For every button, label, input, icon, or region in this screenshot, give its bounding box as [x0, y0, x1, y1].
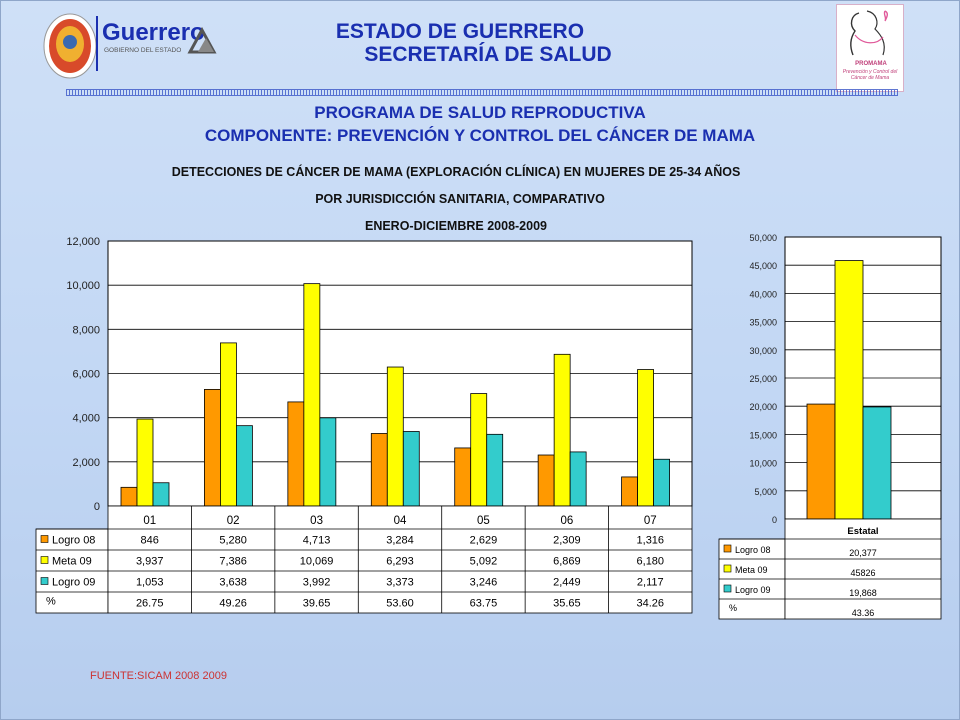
data-label: 3,992 [303, 577, 331, 589]
data-label: 19,868 [849, 588, 877, 598]
category-label: 07 [644, 515, 657, 527]
component-title: COMPONENTE: PREVENCIÓN Y CONTROL DEL CÁN… [204, 126, 756, 145]
y-tick-label: 8,000 [72, 324, 100, 336]
data-label: 2,449 [553, 577, 581, 589]
bar [806, 403, 836, 520]
legend-label: Logro 09 [52, 577, 95, 589]
category-label: 05 [477, 515, 490, 527]
guerrero-logo-tagline: GOBIERNO DEL ESTADO [104, 47, 181, 54]
y-tick-label: 12,000 [66, 236, 100, 248]
category-label: 01 [143, 515, 156, 527]
legend-swatch [40, 535, 49, 543]
percent-label: 53.60 [386, 598, 414, 610]
ministry-title: SECRETARÍA DE SALUD [364, 43, 612, 66]
percent-label: 26.75 [136, 598, 164, 610]
percent-label: 34.26 [637, 598, 665, 610]
category-label: 02 [227, 515, 240, 527]
data-label: 846 [141, 535, 159, 547]
y-tick-label: 0 [94, 501, 100, 513]
legend-swatch [723, 584, 732, 593]
percent-row-label: % [729, 603, 737, 613]
data-label: 6,869 [553, 556, 581, 568]
state-title: ESTADO DE GUERRERO [335, 20, 585, 43]
data-label: 20,377 [849, 548, 877, 558]
chart-subtitle-2: POR JURISDICCIÓN SANITARIA, COMPARATIVO [315, 192, 605, 206]
promama-logo: PROMAMA Prevención y Control del Cáncer … [836, 4, 904, 92]
legend-swatch [723, 564, 732, 573]
category-label: 06 [560, 515, 573, 527]
data-label: 3,937 [136, 556, 164, 568]
data-label: 6,293 [386, 556, 414, 568]
category-label: 03 [310, 515, 323, 527]
data-label: 2,309 [553, 535, 581, 547]
legend-label: Meta 09 [52, 556, 92, 568]
data-label: 3,638 [219, 577, 247, 589]
y-tick-label: 0 [772, 515, 777, 525]
y-tick-label: 40,000 [749, 289, 777, 299]
y-tick-label: 30,000 [749, 346, 777, 356]
guerrero-logo: Guerrero GOBIERNO DEL ESTADO [43, 13, 217, 79]
category-label: Estatal [847, 526, 878, 537]
y-tick-label: 10,000 [66, 280, 100, 292]
chart-subtitle-3: ENERO-DICIEMBRE 2008-2009 [364, 219, 547, 233]
table-values-area [784, 518, 942, 620]
y-tick-label: 50,000 [749, 233, 777, 243]
data-label: 1,053 [136, 577, 164, 589]
data-label: 6,180 [637, 556, 665, 568]
data-label: 10,069 [300, 556, 334, 568]
percent-row-label: % [46, 596, 56, 608]
percent-label: 63.75 [470, 598, 498, 610]
woman-silhouette-icon [850, 10, 888, 56]
y-tick-label: 4,000 [72, 413, 100, 425]
legend-swatch [40, 577, 49, 585]
y-tick-label: 35,000 [749, 318, 777, 328]
table-values-area [107, 505, 693, 614]
data-label: 45826 [850, 568, 875, 578]
data-label: 2,117 [637, 577, 664, 589]
data-label: 5,280 [219, 535, 247, 547]
chart-subtitle-1: DETECCIONES DE CÁNCER DE MAMA (EXPLORACI… [171, 165, 741, 179]
percent-label: 35.65 [553, 598, 581, 610]
y-tick-label: 6,000 [72, 369, 100, 381]
header-divider [66, 89, 898, 96]
percent-label: 49.26 [219, 598, 247, 610]
legend-label: Logro 08 [52, 535, 95, 547]
promama-name: PROMAMA [855, 61, 887, 67]
y-tick-label: 5,000 [754, 487, 777, 497]
y-tick-label: 10,000 [749, 459, 777, 469]
y-tick-label: 20,000 [749, 402, 777, 412]
legend-label: Logro 08 [735, 545, 771, 555]
data-label: 2,629 [470, 535, 498, 547]
percent-label: 43.36 [852, 608, 875, 618]
data-label: 7,386 [219, 556, 247, 568]
bar [834, 260, 864, 520]
data-label: 4,713 [303, 535, 331, 547]
data-label: 3,246 [470, 577, 498, 589]
y-tick-label: 25,000 [749, 374, 777, 384]
legend-swatch [723, 544, 732, 553]
y-tick-label: 45,000 [749, 261, 777, 271]
y-tick-label: 2,000 [72, 457, 100, 469]
y-tick-label: 15,000 [749, 430, 777, 440]
data-label: 3,373 [386, 577, 414, 589]
data-label: 5,092 [470, 556, 498, 568]
legend-swatch [40, 556, 49, 564]
percent-label: 39.65 [303, 598, 331, 610]
legend-label: Logro 09 [735, 585, 771, 595]
data-label: 1,316 [637, 535, 665, 547]
bar [862, 406, 892, 520]
category-label: 04 [394, 515, 407, 527]
source-note: FUENTE:SICAM 2008 2009 [90, 670, 227, 682]
legend-label: Meta 09 [735, 565, 768, 575]
program-title: PROGRAMA DE SALUD REPRODUCTIVA [314, 103, 646, 122]
promama-tagline: Prevención y Control del Cáncer de Mama [842, 69, 898, 81]
data-label: 3,284 [386, 535, 414, 547]
guerrero-logo-name: Guerrero [102, 19, 205, 46]
